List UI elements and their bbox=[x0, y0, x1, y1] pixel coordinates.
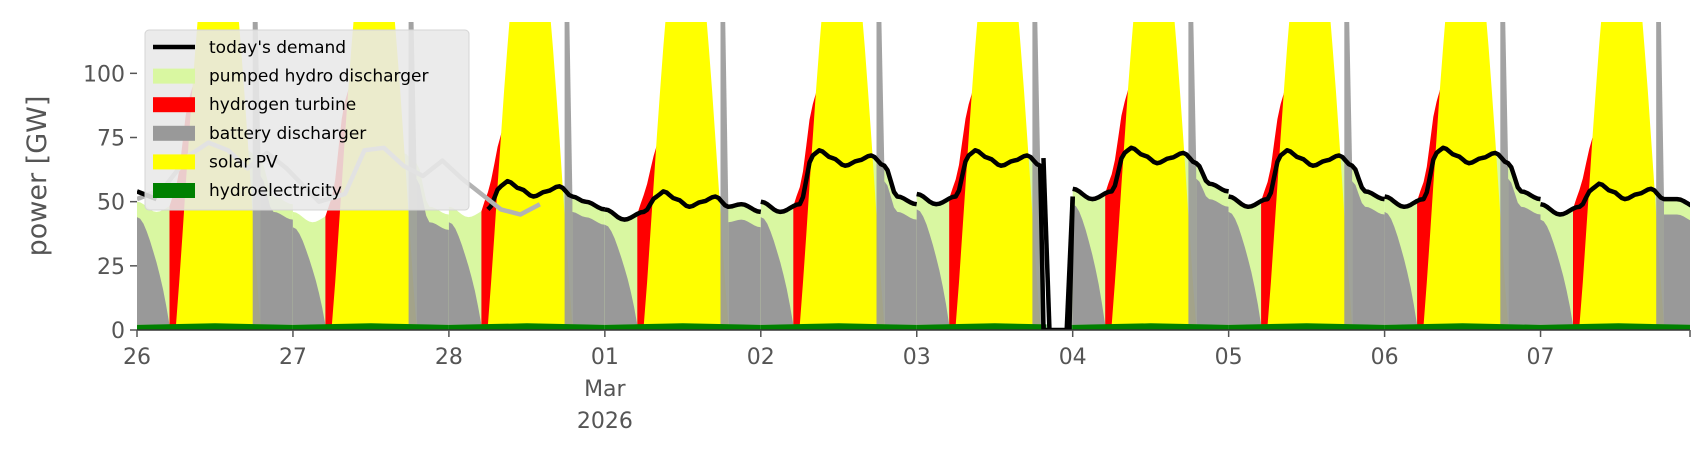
demand-drop-line bbox=[1041, 157, 1052, 330]
x-tick-label-05: 05 bbox=[1215, 345, 1243, 370]
battery-sliver-2026-02-28 bbox=[564, 22, 573, 325]
hydro-area-2026-02-27 bbox=[292, 323, 449, 330]
battery-area-evening-2026-02-27 bbox=[416, 178, 449, 325]
battery-sliver-2026-03-06 bbox=[1500, 22, 1509, 325]
demand-line-2026-03-02 bbox=[760, 148, 918, 215]
x-tick-label-01: 01 bbox=[591, 345, 619, 370]
hydro-area-2026-03-03 bbox=[916, 323, 1073, 330]
x-tick-label-26: 26 bbox=[123, 345, 151, 370]
hydro-area-2026-03-02 bbox=[760, 323, 917, 330]
hydro-area-2026-02-26 bbox=[137, 323, 293, 330]
x-tick-label-06: 06 bbox=[1371, 345, 1399, 370]
solar-area-2026-03-01 bbox=[643, 22, 729, 325]
y-tick-label-0: 0 bbox=[111, 319, 125, 344]
hydro-area-2026-03-05 bbox=[1228, 323, 1385, 330]
outage-gap bbox=[1046, 22, 1070, 330]
battery-area-night-2026-02-27 bbox=[292, 227, 326, 325]
battery-area-night-2026-02-28 bbox=[448, 222, 482, 325]
battery-sliver-2026-03-05 bbox=[1344, 22, 1353, 325]
demand-line-2026-03-06 bbox=[1384, 145, 1541, 210]
hydro-area-2026-03-04 bbox=[1072, 323, 1229, 330]
demand-line-2026-02-28 bbox=[486, 178, 606, 212]
battery-area-evening-2026-03-07 bbox=[1664, 214, 1690, 325]
solar-area-2026-03-05 bbox=[1267, 22, 1353, 325]
battery-sliver-2026-03-03 bbox=[1032, 22, 1041, 325]
solar-area-2026-03-04 bbox=[1111, 22, 1197, 325]
legend-swatch-battery-discharger bbox=[153, 125, 195, 141]
battery-area-evening-2026-03-04 bbox=[1196, 178, 1229, 325]
hydro-area-2026-03-07 bbox=[1540, 323, 1690, 330]
legend-label-solar-pv: solar PV bbox=[209, 152, 278, 172]
demand-line-2026-03-05 bbox=[1228, 148, 1385, 210]
solar-area-2026-02-28 bbox=[487, 22, 573, 325]
hydro-area-2026-03-01 bbox=[604, 323, 761, 330]
battery-area-evening-2026-03-05 bbox=[1352, 181, 1385, 325]
y-tick-label-50: 50 bbox=[97, 191, 125, 216]
battery-sliver-2026-03-07 bbox=[1656, 22, 1664, 325]
legend-swatch-solar-pv bbox=[153, 154, 195, 170]
battery-area-night-2026-03-07 bbox=[1540, 219, 1573, 325]
legend-swatch-hydroelectricity bbox=[153, 183, 195, 198]
x-tick-year-label: 2026 bbox=[577, 409, 633, 434]
demand-recover-line bbox=[1064, 196, 1075, 330]
x-tick-label-04: 04 bbox=[1059, 345, 1087, 370]
legend-swatch-pumped-hydro-discharger bbox=[153, 68, 195, 84]
demand-line-2026-03-01 bbox=[604, 189, 762, 222]
battery-area-night-2026-03-04 bbox=[1072, 204, 1106, 325]
battery-sliver-2026-03-04 bbox=[1188, 22, 1197, 325]
hydro-area-2026-02-28 bbox=[448, 323, 605, 330]
battery-area-night-2026-03-03 bbox=[916, 209, 950, 325]
y-tick-label-25: 25 bbox=[97, 255, 125, 280]
battery-area-evening-2026-03-02 bbox=[884, 181, 917, 325]
x-tick-label-27: 27 bbox=[279, 345, 307, 370]
battery-area-evening-2026-02-28 bbox=[572, 211, 605, 325]
legend-swatch-hydrogen-turbine bbox=[153, 97, 195, 113]
x-tick-label-02: 02 bbox=[747, 345, 775, 370]
y-tick-label-100: 100 bbox=[83, 62, 125, 87]
x-tick-label-03: 03 bbox=[903, 345, 931, 370]
battery-area-night-2026-03-02 bbox=[760, 217, 794, 325]
legend-label-pumped-hydro-discharger: pumped hydro discharger bbox=[209, 67, 428, 87]
hydro-area-2026-03-06 bbox=[1384, 323, 1541, 330]
battery-area-night-2026-03-01 bbox=[604, 224, 638, 325]
solar-area-2026-03-07 bbox=[1579, 22, 1664, 325]
battery-area-night-2026-03-06 bbox=[1384, 211, 1418, 325]
x-tick-label-28: 28 bbox=[435, 345, 463, 370]
legend: today's demand pumped hydro discharger hyd… bbox=[144, 29, 470, 211]
battery-area-evening-2026-03-06 bbox=[1508, 178, 1541, 325]
demand-line-2026-03-07 bbox=[1540, 181, 1690, 217]
axes: 0 25 50 75 100 26 27 28 01 02 03 04 05 06 07 Mar 2026 bbox=[83, 62, 1691, 434]
x-tick-month-label: Mar bbox=[584, 377, 626, 402]
solar-area-2026-03-06 bbox=[1423, 22, 1509, 325]
legend-label-today-s-demand: today's demand bbox=[209, 38, 346, 58]
demand-line-2026-03-03 bbox=[916, 148, 1075, 330]
solar-area-2026-03-02 bbox=[799, 22, 885, 325]
y-tick-label-75: 75 bbox=[97, 127, 125, 152]
battery-sliver-2026-03-02 bbox=[876, 22, 885, 325]
solar-area-2026-03-03 bbox=[955, 22, 1041, 325]
battery-area-evening-2026-03-01 bbox=[728, 219, 761, 325]
x-tick-label-07: 07 bbox=[1527, 345, 1555, 370]
demand-line-2026-03-04 bbox=[1072, 145, 1229, 202]
battery-area-night-2026-03-05 bbox=[1228, 211, 1262, 325]
legend-label-hydrogen-turbine: hydrogen turbine bbox=[209, 95, 356, 115]
battery-sliver-2026-03-01 bbox=[720, 22, 729, 325]
legend-box bbox=[144, 29, 470, 211]
y-axis-label: power [GW] bbox=[22, 96, 53, 257]
legend-label-battery-discharger: battery discharger bbox=[209, 124, 366, 144]
battery-area-night-2026-02-26 bbox=[137, 217, 170, 325]
legend-label-hydroelectricity: hydroelectricity bbox=[209, 181, 342, 201]
battery-area-evening-2026-02-26 bbox=[260, 176, 293, 325]
